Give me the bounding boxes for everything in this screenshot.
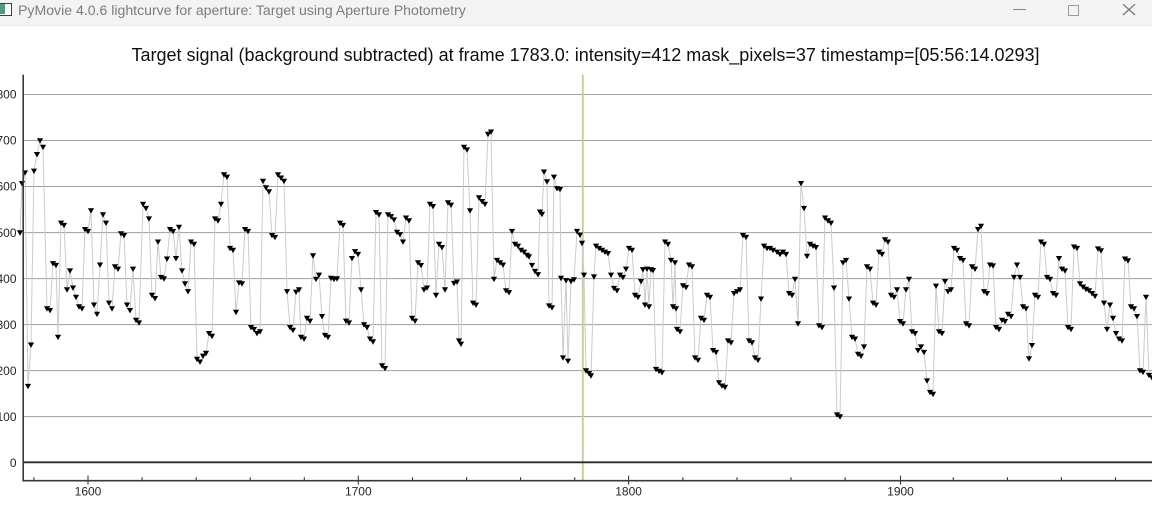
svg-text:1600: 1600: [75, 485, 102, 499]
svg-text:1800: 1800: [615, 485, 642, 499]
svg-text:600: 600: [0, 180, 17, 194]
svg-text:200: 200: [0, 364, 17, 378]
svg-text:100: 100: [0, 410, 17, 424]
svg-text:1900: 1900: [887, 485, 914, 499]
svg-text:500: 500: [0, 226, 17, 240]
svg-text:1700: 1700: [345, 485, 372, 499]
svg-text:0: 0: [10, 456, 17, 470]
svg-text:400: 400: [0, 272, 17, 286]
svg-text:300: 300: [0, 318, 17, 332]
svg-text:700: 700: [0, 134, 17, 148]
svg-text:800: 800: [0, 88, 17, 102]
